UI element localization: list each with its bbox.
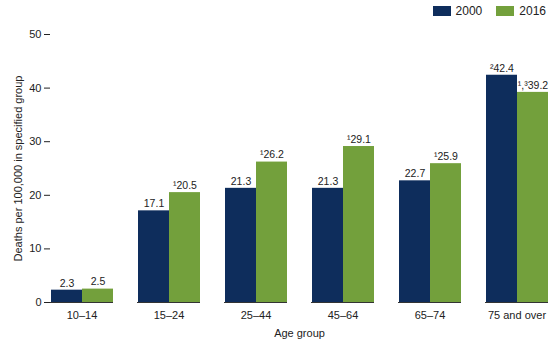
svg-text:45–64: 45–64 [328,309,359,321]
svg-text:17.1: 17.1 [144,197,165,209]
svg-text:¹29.1: ¹29.1 [347,133,371,145]
svg-text:15–24: 15–24 [154,309,185,321]
svg-text:40: 40 [29,82,41,94]
svg-text:50: 50 [29,28,41,40]
svg-text:22.7: 22.7 [405,167,426,179]
svg-text:¹26.2: ¹26.2 [260,148,284,160]
svg-text:20: 20 [29,189,41,201]
svg-text:¹25.9: ¹25.9 [434,150,458,162]
svg-text:10–14: 10–14 [67,309,98,321]
svg-text:21.3: 21.3 [231,175,252,187]
html-text:2000: 2000 [455,4,483,18]
svg-text:¹20.5: ¹20.5 [173,179,197,191]
svg-text:75 and over: 75 and over [488,309,546,321]
svg-text:21.3: 21.3 [318,175,339,187]
svg-text:10: 10 [29,242,41,254]
svg-text:Deaths per 100,000 in specifie: Deaths per 100,000 in specified group [12,76,24,262]
svg-text:Age group: Age group [274,327,325,339]
svg-text:²42.4: ²42.4 [490,62,514,74]
svg-text:25–44: 25–44 [241,309,272,321]
svg-text:30: 30 [29,135,41,147]
svg-text:0: 0 [35,296,41,308]
html-text:2016: 2016 [519,4,546,18]
svg-text:65–74: 65–74 [415,309,446,321]
svg-text:2.5: 2.5 [91,275,106,287]
svg-text:¹,³39.2: ¹,³39.2 [518,79,549,91]
svg-text:2.3: 2.3 [60,277,75,289]
